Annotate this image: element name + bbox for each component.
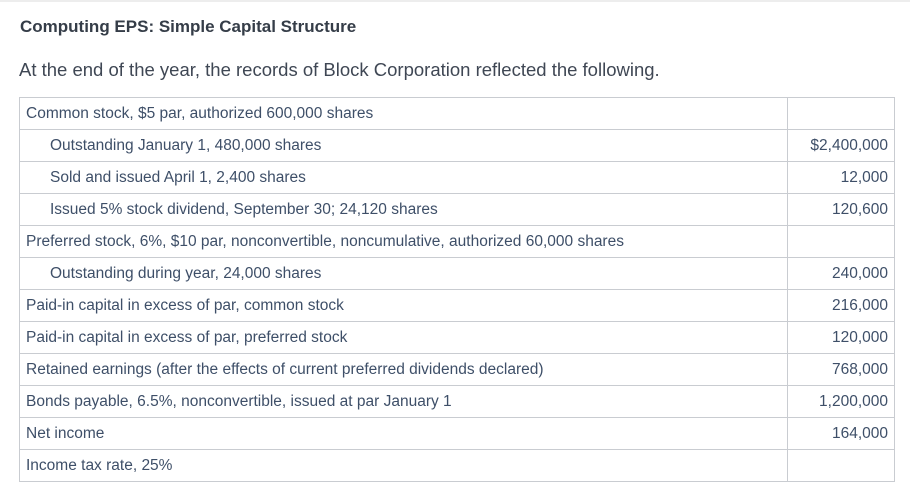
row-label: Income tax rate, 25% [19,449,788,482]
row-value: 1,200,000 [787,385,895,418]
table-row: Net income 164,000 [19,417,895,450]
table-row: Bonds payable, 6.5%, nonconvertible, iss… [19,385,895,418]
row-label: Outstanding during year, 24,000 shares [19,257,788,290]
row-label: Sold and issued April 1, 2,400 shares [19,161,788,194]
row-label: Common stock, $5 par, authorized 600,000… [19,97,788,130]
row-value: $2,400,000 [787,129,895,162]
table-row: Paid-in capital in excess of par, prefer… [19,321,895,354]
row-label: Issued 5% stock dividend, September 30; … [19,193,788,226]
table-row: Issued 5% stock dividend, September 30; … [19,193,895,226]
row-label: Outstanding January 1, 480,000 shares [19,129,788,162]
records-table: Common stock, $5 par, authorized 600,000… [19,97,895,482]
row-label: Preferred stock, 6%, $10 par, nonconvert… [19,225,788,258]
row-label: Bonds payable, 6.5%, nonconvertible, iss… [19,385,788,418]
row-value: 164,000 [787,417,895,450]
table-row: Paid-in capital in excess of par, common… [19,289,895,322]
records-table-body: Common stock, $5 par, authorized 600,000… [19,97,895,482]
row-value [787,225,895,258]
row-value: 240,000 [787,257,895,290]
row-label: Retained earnings (after the effects of … [19,353,788,386]
table-row: Retained earnings (after the effects of … [19,353,895,386]
row-value: 120,000 [787,321,895,354]
row-label: Net income [19,417,788,450]
page-title: Computing EPS: Simple Capital Structure [20,17,357,36]
row-label: Paid-in capital in excess of par, prefer… [19,321,788,354]
table-row: Outstanding during year, 24,000 shares 24… [19,257,895,290]
row-value [787,449,895,482]
table-row: Common stock, $5 par, authorized 600,000… [19,97,895,130]
row-value: 216,000 [787,289,895,322]
row-value: 120,600 [787,193,895,226]
row-value: 12,000 [787,161,895,194]
table-row: Preferred stock, 6%, $10 par, nonconvert… [19,225,895,258]
table-row: Outstanding January 1, 480,000 shares $2,… [19,129,895,162]
table-row: Income tax rate, 25% [19,449,895,482]
intro-text: At the end of the year, the records of B… [19,59,660,80]
table-row: Sold and issued April 1, 2,400 shares 12,… [19,161,895,194]
row-label: Paid-in capital in excess of par, common… [19,289,788,322]
row-value: 768,000 [787,353,895,386]
row-value [787,97,895,130]
